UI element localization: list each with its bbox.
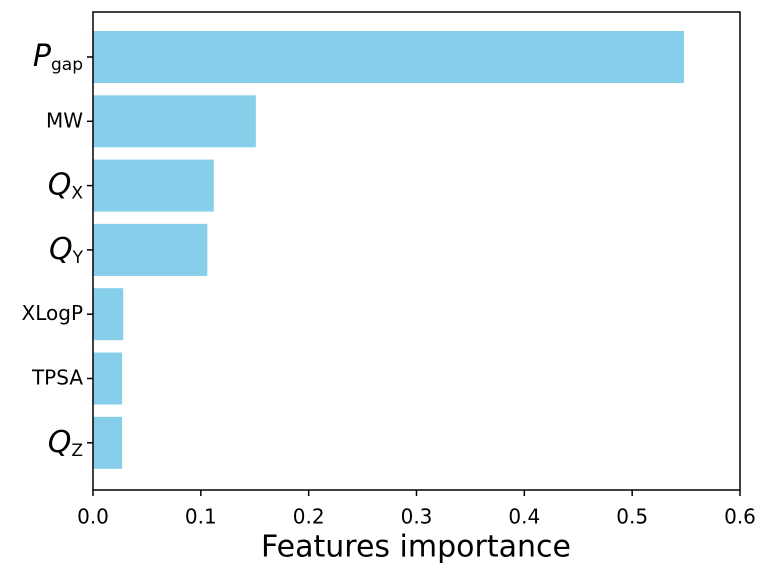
- x-tick-label: 0.4: [508, 505, 540, 529]
- bar: [93, 416, 123, 469]
- label-text: TPSA: [31, 365, 83, 389]
- y-tick-label: QX: [48, 167, 84, 204]
- plot-frame: [92, 11, 741, 491]
- bar: [93, 31, 684, 83]
- label-subscript: Y: [72, 248, 84, 268]
- y-tick-label: MW: [46, 108, 83, 132]
- x-tick-label: 0.6: [724, 505, 756, 529]
- bar: [93, 352, 123, 405]
- x-tick-label: 0.1: [185, 505, 217, 529]
- bar: [93, 159, 214, 212]
- bar: [93, 288, 124, 341]
- label-text: XLogP: [22, 301, 83, 325]
- y-tick-label: QY: [49, 231, 84, 268]
- label-symbol: Q: [49, 231, 73, 266]
- x-tick-label: 0.2: [293, 505, 325, 529]
- x-axis-label: Features importance: [261, 530, 571, 565]
- label-subscript: Z: [71, 441, 83, 461]
- label-subscript: gap: [51, 55, 83, 75]
- label-symbol: P: [33, 39, 52, 74]
- label-symbol: Q: [48, 424, 72, 459]
- x-tick-label: 0.3: [401, 505, 433, 529]
- x-tick-label: 0.0: [77, 505, 109, 529]
- y-tick-label: XLogP: [22, 301, 83, 325]
- bar: [93, 223, 208, 276]
- label-text: MW: [46, 108, 83, 132]
- bar: [93, 95, 256, 148]
- y-tick-label: Pgap: [33, 39, 83, 76]
- label-symbol: Q: [48, 167, 72, 202]
- y-tick-label: TPSA: [31, 365, 83, 389]
- label-subscript: X: [71, 184, 83, 204]
- y-tick-label: QZ: [48, 424, 83, 461]
- x-tick-label: 0.5: [616, 505, 648, 529]
